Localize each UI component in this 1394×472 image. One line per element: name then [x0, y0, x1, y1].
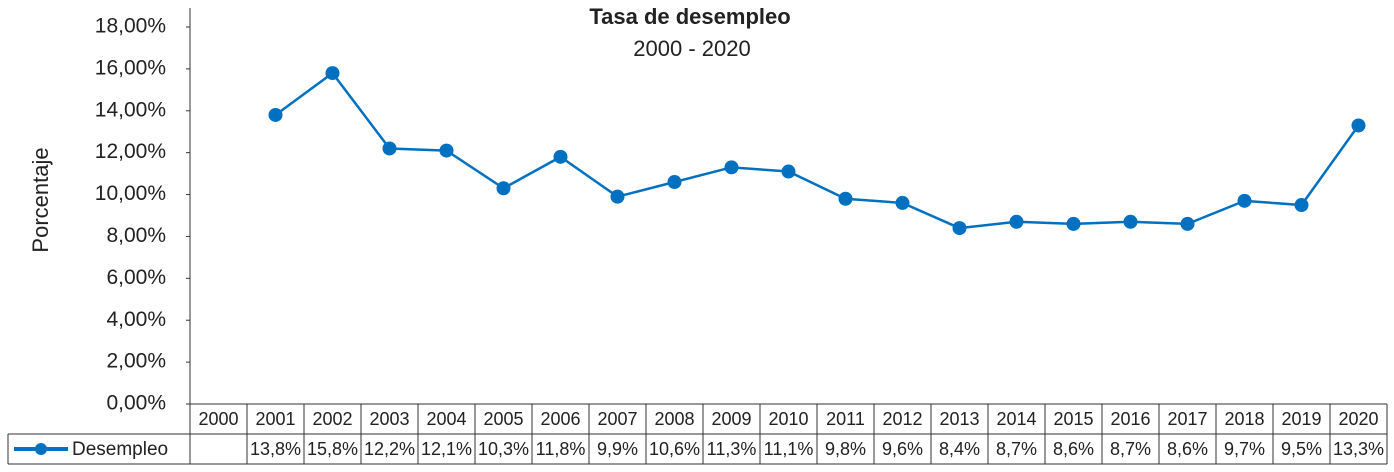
data-label: 11,1%: [764, 439, 814, 459]
data-point: [838, 191, 853, 206]
y-tick-label: 4,00%: [106, 308, 166, 331]
y-tick-label: 0,00%: [106, 392, 166, 415]
chart-subtitle: 2000 - 2020: [633, 36, 750, 61]
data-point: [268, 107, 283, 122]
x-tick-label: 2006: [540, 409, 580, 429]
y-tick-label: 12,00%: [95, 140, 166, 163]
data-point: [1294, 198, 1309, 213]
x-tick-label: 2003: [369, 409, 409, 429]
y-tick-label: 14,00%: [95, 98, 166, 121]
x-tick-label: 2005: [483, 409, 523, 429]
data-label: 8,4%: [939, 439, 980, 459]
data-label: 8,7%: [1110, 439, 1151, 459]
x-tick-label: 2004: [426, 409, 466, 429]
data-point: [724, 160, 739, 175]
data-point: [1180, 216, 1195, 231]
y-tick-label: 18,00%: [95, 15, 166, 38]
x-tick-label: 2007: [597, 409, 637, 429]
data-label: 12,1%: [421, 439, 472, 459]
data-point: [1009, 214, 1024, 229]
x-tick-label: 2010: [768, 409, 808, 429]
x-tick-label: 2015: [1053, 409, 1093, 429]
data-point: [1351, 118, 1366, 133]
data-label: 9,7%: [1224, 439, 1265, 459]
x-tick-label: 2019: [1281, 409, 1321, 429]
data-point: [781, 164, 796, 179]
data-label: 9,9%: [597, 439, 638, 459]
data-label: 10,3%: [478, 439, 529, 459]
data-point: [325, 66, 340, 81]
data-point: [496, 181, 511, 196]
series-line: [274, 71, 1360, 230]
data-label: 9,6%: [882, 439, 923, 459]
x-tick-label: 2000: [198, 409, 238, 429]
data-point: [553, 149, 568, 164]
data-point: [610, 189, 625, 204]
x-tick-label: 2012: [882, 409, 922, 429]
data-label: 11,8%: [536, 439, 586, 459]
data-label: 8,6%: [1167, 439, 1208, 459]
x-tick-label: 2001: [255, 409, 295, 429]
y-tick-label: 16,00%: [95, 56, 166, 79]
data-point: [952, 221, 967, 236]
data-point: [439, 143, 454, 158]
data-point: [895, 195, 910, 210]
x-tick-label: 2008: [654, 409, 694, 429]
x-tick-label: 2017: [1167, 409, 1207, 429]
data-point: [1237, 193, 1252, 208]
data-point: [667, 174, 682, 189]
x-tick-label: 2009: [711, 409, 751, 429]
y-tick-label: 10,00%: [95, 182, 166, 205]
x-tick-label: 2011: [826, 409, 865, 429]
data-label: 12,2%: [364, 439, 415, 459]
x-tick-label: 2020: [1338, 409, 1378, 429]
y-tick-label: 8,00%: [106, 224, 166, 247]
legend-marker: [35, 443, 47, 455]
data-label: 15,8%: [307, 439, 358, 459]
x-tick-label: 2002: [312, 409, 352, 429]
data-label: 13,8%: [250, 439, 301, 459]
x-tick-label: 2014: [996, 409, 1036, 429]
data-point: [1123, 214, 1138, 229]
chart-title: Tasa de desempleo: [589, 4, 790, 29]
data-label: 9,5%: [1281, 439, 1322, 459]
x-tick-label: 2018: [1224, 409, 1264, 429]
x-tick-label: 2013: [939, 409, 979, 429]
y-tick-label: 2,00%: [106, 350, 166, 373]
x-tick-label: 2016: [1110, 409, 1150, 429]
data-point: [382, 141, 397, 156]
data-label: 11,3%: [707, 439, 757, 459]
data-label: 10,6%: [649, 439, 700, 459]
data-label: 8,7%: [996, 439, 1037, 459]
data-label: 9,8%: [825, 439, 866, 459]
y-tick-label: 6,00%: [106, 266, 166, 289]
data-label: 13,3%: [1333, 439, 1384, 459]
data-point: [1066, 216, 1081, 231]
y-axis-label: Porcentaje: [28, 147, 53, 252]
legend-label: Desempleo: [72, 439, 168, 460]
data-label: 8,6%: [1053, 439, 1094, 459]
